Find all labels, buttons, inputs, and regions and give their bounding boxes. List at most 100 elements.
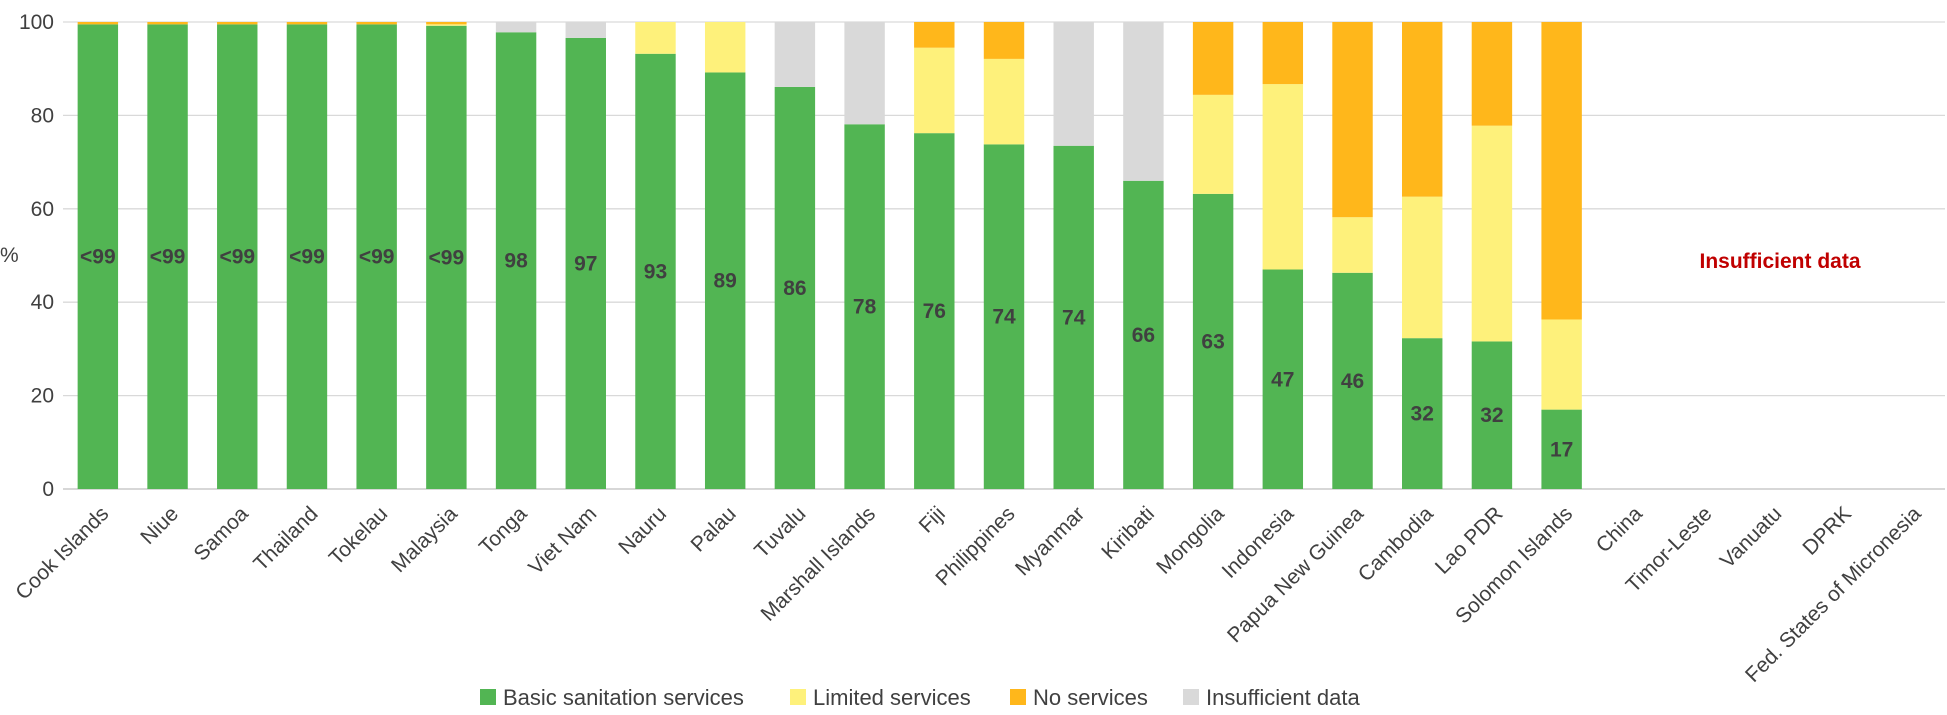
bar-segment <box>1541 22 1582 320</box>
bar-segment <box>1541 319 1582 410</box>
bar-segment <box>914 133 955 489</box>
legend-label: Insufficient data <box>1206 685 1360 710</box>
x-tick-label: Malaysia <box>387 502 462 577</box>
bar-segment <box>704 22 746 73</box>
bar-segment <box>356 24 397 490</box>
data-label: <99 <box>289 246 325 269</box>
data-label: 32 <box>1480 404 1503 427</box>
x-tick-label: DPRK <box>1798 502 1856 560</box>
legend-label: Basic sanitation services <box>503 685 744 710</box>
y-tick-label: 40 <box>31 291 54 314</box>
y-tick-label: 80 <box>31 104 54 127</box>
x-tick-label: Nauru <box>614 502 671 559</box>
bar-segment <box>286 22 328 25</box>
data-label: 46 <box>1341 370 1364 393</box>
bar-segment <box>495 32 537 490</box>
data-label: 93 <box>644 260 667 283</box>
data-label: 63 <box>1201 330 1224 353</box>
x-tick-label: Viet Nam <box>524 502 601 579</box>
bar-segment <box>1192 22 1234 95</box>
bar-segment <box>1262 22 1304 85</box>
bar-segment <box>635 22 676 54</box>
bar-segment <box>1402 196 1443 339</box>
bar-segment <box>774 86 816 490</box>
y-axis-ticks: 0 20 40 60 80 100 <box>19 11 54 501</box>
data-label: 97 <box>574 252 597 275</box>
legend-swatch <box>1183 689 1199 705</box>
bar-segment <box>983 144 1025 489</box>
bar-segment <box>1471 341 1513 489</box>
bar-segment <box>147 22 188 25</box>
bar-segment <box>704 72 746 489</box>
legend-swatch <box>480 689 496 705</box>
data-label: <99 <box>219 246 255 269</box>
x-tick-label: Cambodia <box>1354 502 1438 586</box>
x-tick-label: Vanuatu <box>1716 502 1786 572</box>
x-tick-label: Cook Islands <box>11 502 113 604</box>
bar-segment <box>426 24 467 26</box>
data-label: <99 <box>429 246 465 269</box>
data-labels: <99 <99 <99 <99 <99 <99 98 97 93 89 86 78 76 74 74 66 63… <box>80 246 1573 462</box>
bar-segment <box>1471 22 1513 126</box>
bar-segment <box>1332 22 1373 218</box>
x-tick-label: Thailand <box>249 502 322 575</box>
x-tick-label: Palau <box>686 502 740 556</box>
bar-segment <box>983 22 1025 59</box>
bar-segment <box>147 24 188 490</box>
bar-segment <box>217 22 258 25</box>
data-label: 86 <box>783 277 806 300</box>
data-label: 74 <box>1062 306 1086 329</box>
data-label: <99 <box>359 246 395 269</box>
x-tick-label: Tonga <box>475 502 532 559</box>
data-label: 47 <box>1271 368 1294 391</box>
bar-segment <box>1332 217 1373 273</box>
x-tick-label: Solomon Islands <box>1451 502 1577 628</box>
legend-swatch <box>790 689 806 705</box>
x-tick-label: Kiribati <box>1097 502 1159 564</box>
bar-segment <box>1262 269 1304 489</box>
data-label: <99 <box>80 246 116 269</box>
bar-segment <box>844 22 885 125</box>
bar-segment <box>426 22 467 25</box>
data-label: 89 <box>714 270 737 293</box>
bar-segment <box>1402 338 1443 489</box>
bars <box>77 22 1582 490</box>
data-label: 17 <box>1550 438 1573 461</box>
bar-segment <box>286 24 328 490</box>
y-tick-label: 0 <box>42 478 54 501</box>
x-tick-label: Samoa <box>189 502 253 566</box>
legend: Basic sanitation services Limited service… <box>480 685 1360 710</box>
bar-segment <box>1471 125 1513 342</box>
y-axis-label: % <box>0 244 19 267</box>
bar-segment <box>495 22 537 33</box>
x-tick-label: Myanmar <box>1011 502 1089 580</box>
data-label: <99 <box>150 246 186 269</box>
x-tick-label: China <box>1592 502 1647 557</box>
x-tick-label: Fiji <box>915 502 950 537</box>
legend-label: No services <box>1033 685 1148 710</box>
bar-segment <box>1262 84 1304 270</box>
bar-segment <box>1053 22 1094 146</box>
bar-segment <box>77 24 119 490</box>
bar-segment <box>356 22 397 25</box>
data-label: 74 <box>992 306 1016 329</box>
data-label: 32 <box>1411 403 1434 426</box>
bar-segment <box>914 47 955 134</box>
y-tick-label: 100 <box>19 11 54 34</box>
data-label: 66 <box>1132 324 1155 347</box>
data-label: 76 <box>923 300 946 323</box>
bar-segment <box>1053 145 1094 489</box>
bar-segment <box>844 124 885 489</box>
insufficient-data-annotation: Insufficient data <box>1699 250 1860 273</box>
bar-segment <box>217 24 258 490</box>
x-tick-label: Papua New Guinea <box>1223 502 1368 647</box>
bar-segment <box>1192 94 1234 194</box>
y-tick-label: 60 <box>31 198 54 221</box>
x-tick-label: Tokelau <box>325 502 392 569</box>
bar-segment <box>426 25 467 490</box>
legend-label: Limited services <box>813 685 971 710</box>
bar-segment <box>635 53 676 489</box>
bar-segment <box>774 22 816 87</box>
